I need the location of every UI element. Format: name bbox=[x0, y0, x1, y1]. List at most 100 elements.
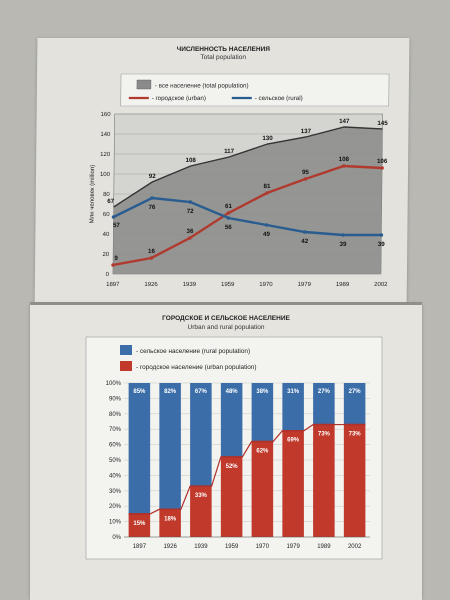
chart1-data-label-total: 147 bbox=[339, 118, 350, 125]
chart2-xtick-label: 1970 bbox=[256, 544, 270, 550]
chart1-line-total bbox=[113, 126, 383, 208]
chart2-bar-rural bbox=[220, 383, 243, 457]
chart2-bar-rural bbox=[159, 383, 181, 510]
chart2-xtick-label: 1939 bbox=[194, 544, 208, 550]
chart2-ytick-label: 100% bbox=[106, 381, 122, 387]
chart1-data-label-total: 92 bbox=[149, 173, 157, 180]
chart1-xtick-label: 2002 bbox=[374, 282, 388, 288]
chart2-ytick-label: 90% bbox=[109, 396, 122, 402]
chart2-data-label-urban: 33% bbox=[195, 493, 208, 499]
chart1-point-rural bbox=[341, 233, 345, 237]
chart1-line-urban bbox=[112, 164, 383, 267]
chart1-data-label-urban: 36 bbox=[186, 228, 194, 235]
chart1-ytick-label: 140 bbox=[100, 132, 111, 138]
chart1-data-label-total: 137 bbox=[301, 128, 312, 135]
chart2-xtick-label: 2002 bbox=[348, 544, 362, 550]
chart2-data-label-rural: 85% bbox=[133, 389, 146, 395]
chart1-ytick-label: 100 bbox=[100, 172, 111, 178]
chart2-data-label-urban: 73% bbox=[318, 432, 331, 438]
chart1-data-label-rural: 39 bbox=[339, 241, 347, 248]
chart1-ytick-label: 20 bbox=[102, 252, 109, 258]
chart2-ytick-label: 50% bbox=[109, 458, 122, 464]
chart1-point-urban bbox=[188, 236, 192, 240]
chart2-bar-urban bbox=[313, 424, 335, 537]
chart2-ytick-label: 80% bbox=[109, 412, 122, 418]
chart1-xtick-label: 1939 bbox=[183, 282, 197, 288]
chart1-point-urban bbox=[111, 263, 115, 267]
top-page: ЧИСЛЕННОСТЬ НАСЕЛЕНИЯ Total population -… bbox=[34, 38, 410, 310]
chart1-legend-label-urban: - городское (urban) bbox=[152, 95, 206, 102]
chart1-ytick-label: 120 bbox=[100, 152, 111, 158]
chart2-data-label-rural: 82% bbox=[164, 389, 177, 395]
chart1-point-urban bbox=[265, 191, 269, 195]
chart1-svg: - все население (total population) - горо… bbox=[89, 73, 390, 288]
chart1-data-label-rural: 57 bbox=[113, 222, 121, 229]
chart1-data-label-total: 130 bbox=[262, 135, 273, 142]
chart1-data-label-rural: 49 bbox=[263, 231, 271, 238]
chart2-bar-rural bbox=[343, 383, 366, 425]
chart2-data-label-urban: 73% bbox=[349, 432, 362, 438]
chart2-xtick-label: 1979 bbox=[286, 544, 300, 550]
chart2-data-label-urban: 15% bbox=[133, 521, 146, 527]
chart2-xtick-label: 1897 bbox=[133, 544, 147, 550]
chart2-title: ГОРОДСКОЕ И СЕЛЬСКОЕ НАСЕЛЕНИЕ bbox=[162, 315, 290, 322]
chart1-data-label-urban: 81 bbox=[264, 183, 272, 190]
chart1-data-label-rural: 42 bbox=[301, 238, 309, 245]
chart1-point-urban bbox=[226, 211, 231, 215]
chart2-bar-urban bbox=[343, 424, 366, 537]
chart1-point-rural bbox=[303, 230, 307, 234]
chart1-data-label-rural: 76 bbox=[148, 204, 156, 211]
chart2-data-label-rural: 67% bbox=[195, 389, 208, 395]
bottom-page: ГОРОДСКОЕ И СЕЛЬСКОЕ НАСЕЛЕНИЕ Urban and… bbox=[30, 305, 422, 600]
chart2-data-label-urban: 62% bbox=[256, 449, 269, 455]
chart1-point-urban bbox=[303, 177, 308, 181]
chart2-ytick-label: 70% bbox=[109, 427, 122, 433]
chart1-data-label-urban: 106 bbox=[377, 158, 388, 165]
chart1-point-rural bbox=[226, 216, 231, 220]
chart2-bar-rural bbox=[282, 383, 304, 431]
chart2-ytick-label: 10% bbox=[109, 520, 122, 526]
chart1-data-label-urban: 61 bbox=[225, 203, 233, 210]
chart1-xtick-label: 1926 bbox=[144, 282, 158, 288]
chart1-ytick-label: 160 bbox=[101, 112, 112, 118]
chart1-legend-box bbox=[120, 73, 390, 107]
chart1-data-label-urban: 9 bbox=[114, 255, 118, 262]
chart1-data-label-urban: 16 bbox=[148, 248, 156, 255]
chart2-data-label-rural: 31% bbox=[287, 389, 300, 395]
chart2-bar-urban bbox=[190, 486, 212, 537]
chart1-data-label-rural: 56 bbox=[225, 224, 233, 231]
chart2-ytick-label: 20% bbox=[109, 504, 122, 510]
chart1-xtick-label: 1897 bbox=[106, 282, 120, 288]
chart2-urban-step-line bbox=[128, 423, 366, 515]
chart2-bar-urban bbox=[220, 456, 243, 537]
chart2-bar-urban bbox=[282, 430, 304, 537]
chart2-legend-swatch-urban bbox=[120, 361, 132, 371]
chart1-ytick-label: 0 bbox=[106, 272, 110, 278]
chart1-data-label-urban: 95 bbox=[302, 169, 310, 176]
chart1-legend-label-total: - все население (total population) bbox=[155, 83, 249, 90]
chart2-bar-urban bbox=[251, 441, 274, 537]
chart2-ytick-label: 30% bbox=[109, 489, 122, 495]
chart1-xtick-label: 1959 bbox=[221, 282, 235, 288]
chart1-point-rural bbox=[264, 223, 269, 227]
chart1-data-label-total: 145 bbox=[377, 120, 388, 127]
chart1-point-rural bbox=[111, 215, 116, 219]
chart1-xtick-label: 1970 bbox=[259, 282, 273, 288]
chart2-data-label-urban: 52% bbox=[226, 464, 239, 470]
chart1-point-rural bbox=[188, 200, 193, 204]
chart1-point-urban bbox=[380, 166, 384, 170]
chart1-point-urban bbox=[341, 164, 346, 168]
chart1-line-rural bbox=[113, 196, 382, 237]
chart1-legend-swatch-total bbox=[136, 79, 152, 90]
chart2-bar-urban bbox=[128, 513, 151, 537]
chart2-bar-rural bbox=[190, 383, 212, 487]
chart2-data-label-rural: 27% bbox=[318, 389, 331, 395]
chart2-data-label-rural: 38% bbox=[256, 389, 269, 395]
chart1-xtick-label: 1979 bbox=[298, 282, 312, 288]
chart1-data-label-rural: 72 bbox=[187, 208, 195, 215]
chart1-ytick-label: 60 bbox=[103, 212, 110, 218]
chart2-bar-urban bbox=[159, 509, 181, 537]
chart1-legend-label-rural: - сельское (rural) bbox=[255, 95, 303, 102]
chart1-data-label-urban: 108 bbox=[339, 156, 350, 163]
chart1-data-label-total: 108 bbox=[186, 157, 197, 164]
